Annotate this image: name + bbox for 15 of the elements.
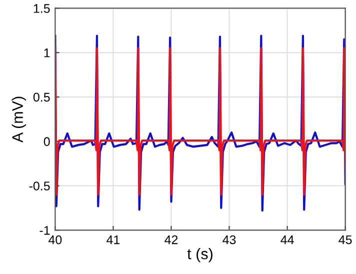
y-axis-title: A (mV): [12, 96, 26, 142]
y-tick-label: -0.5: [29, 182, 50, 190]
x-tick-label: 42: [164, 235, 178, 244]
x-tick-label: 41: [106, 235, 120, 244]
x-tick-label: 44: [280, 235, 294, 244]
y-tick-label: 1: [44, 48, 50, 58]
y-tick-label: 0: [44, 137, 50, 146]
y-tick-label: 0.5: [33, 92, 50, 102]
x-tick-label: 45: [338, 235, 352, 244]
y-tick-label: 1.5: [34, 4, 50, 13]
y-tick-label: -1: [40, 226, 50, 235]
x-tick-label: 40: [48, 235, 62, 244]
x-axis-title: t (s): [187, 248, 212, 262]
line-series: [55, 47, 346, 196]
x-tick-label: 43: [222, 235, 236, 244]
